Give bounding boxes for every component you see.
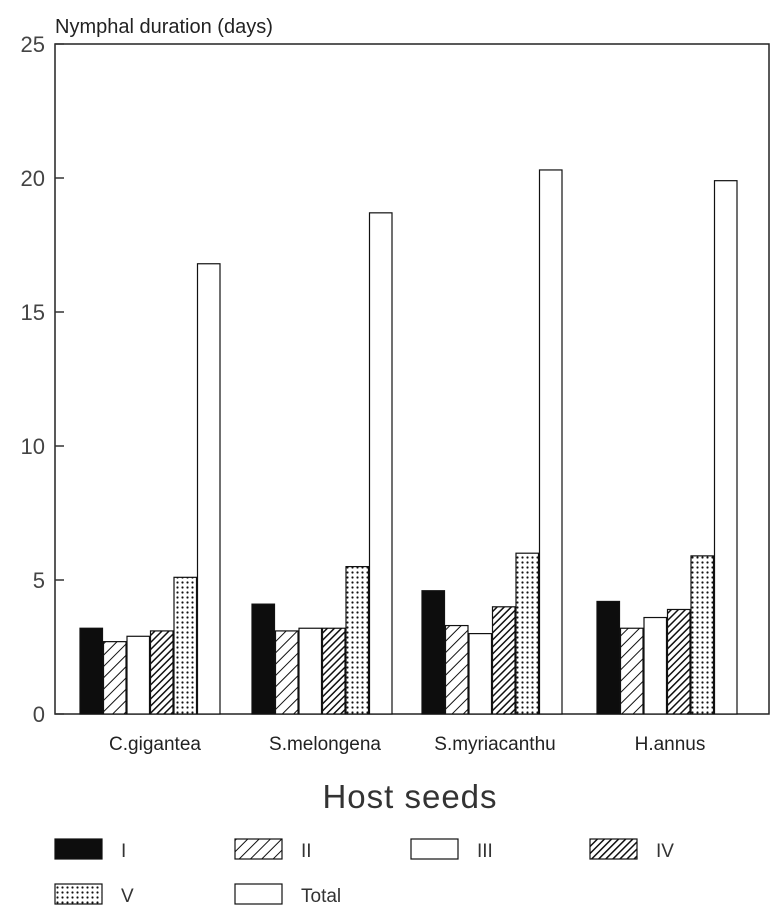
bar-iv-2 (321, 627, 346, 715)
bar-total-4 (713, 180, 738, 715)
y-tick-label: 25 (21, 32, 45, 57)
y-tick-label: 10 (21, 434, 45, 459)
x-tick-label: H.annus (635, 734, 706, 755)
legend-label-iv: IV (656, 841, 674, 862)
legend-swatch-iii (410, 838, 459, 860)
bar-ii-4 (619, 627, 644, 715)
x-axis: C.gigantea S.melongena S.myriacanthu H.annu… (109, 734, 705, 755)
x-tick-label: C.gigantea (109, 734, 201, 755)
bars-group (79, 169, 738, 715)
bar-v-1 (173, 576, 198, 715)
legend: I II III IVV Total (54, 838, 674, 907)
legend-swatch-i (54, 838, 103, 860)
y-tick-label: 15 (21, 300, 45, 325)
plot-frame (54, 43, 770, 715)
bar-iv-3 (491, 606, 516, 715)
bar-iii-4 (643, 616, 668, 715)
bar-v-3 (515, 552, 540, 715)
x-tick-label: S.myriacanthu (434, 734, 555, 755)
bar-iii-1 (126, 635, 151, 715)
legend-swatch-total (234, 883, 283, 905)
bar-i-4 (596, 600, 621, 715)
bar-total-2 (368, 212, 393, 715)
bar-i-1 (79, 627, 104, 715)
x-tick-label: S.melongena (269, 734, 381, 755)
bar-i-2 (251, 603, 276, 715)
legend-swatch-iv (589, 838, 638, 860)
y-axis: 0 5 10 15 20 25 (21, 32, 64, 727)
bar-iv-4 (666, 608, 691, 715)
bar-ii-1 (102, 641, 127, 715)
bar-iv-1 (149, 630, 174, 715)
bar-total-1 (196, 263, 221, 715)
bar-v-4 (690, 555, 715, 715)
bar-total-3 (538, 169, 563, 715)
bar-i-3 (421, 590, 446, 715)
y-tick-label: 0 (33, 702, 45, 727)
chart-title: Nymphal duration (days) (55, 16, 273, 38)
y-tick-label: 20 (21, 166, 45, 191)
bar-v-2 (345, 565, 370, 715)
legend-swatch-v (54, 883, 103, 905)
legend-label-i: I (121, 841, 126, 862)
legend-swatch-ii (234, 838, 283, 860)
bar-iii-3 (468, 632, 493, 715)
legend-label-iii: III (477, 841, 493, 862)
y-tick-label: 5 (33, 568, 45, 593)
bar-ii-3 (444, 624, 469, 715)
bar-ii-2 (274, 630, 299, 715)
legend-label-v: V (121, 886, 134, 907)
bar-iii-2 (298, 627, 323, 715)
legend-label-total: Total (301, 886, 341, 907)
x-axis-label: Host seeds (322, 778, 497, 815)
legend-label-ii: II (301, 841, 312, 862)
